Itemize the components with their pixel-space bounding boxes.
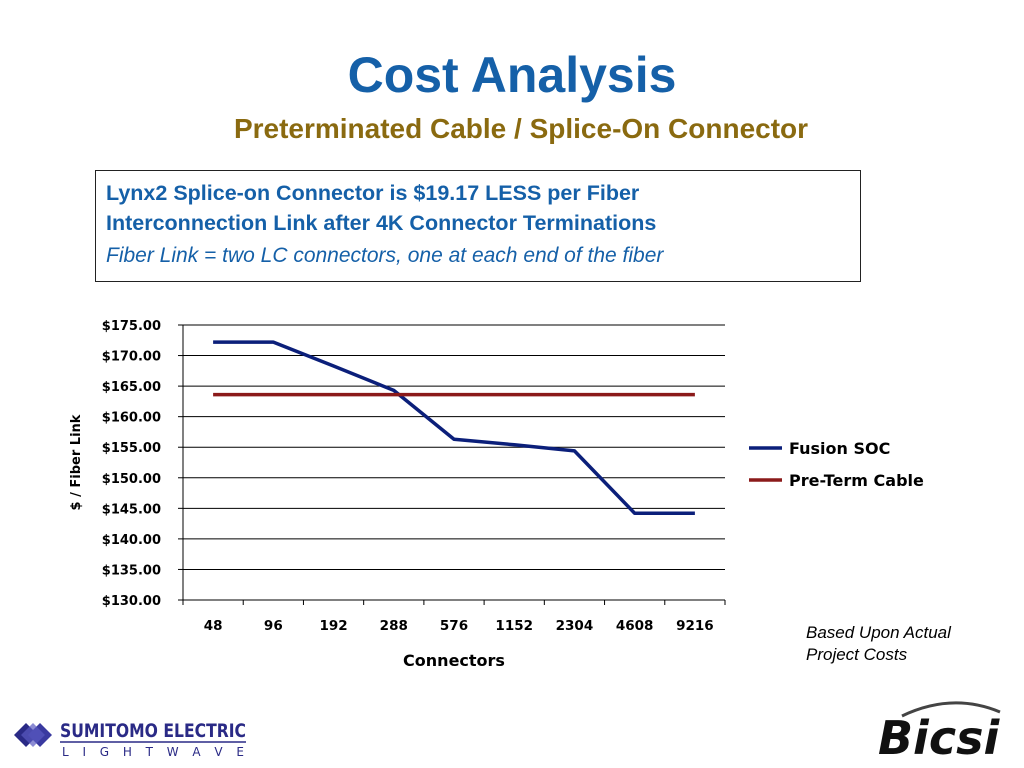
x-axis-title: Connectors [403, 651, 505, 670]
sumitomo-logo-text: SUMITOMO ELECTRIC [60, 720, 246, 742]
cost-line-chart: $130.00 $135.00 $140.00 $145.00 $150.00 $155.… [69, 319, 924, 670]
bicsi-logo: Bicsi [878, 701, 1001, 762]
x-tick-label: 576 [440, 618, 468, 634]
legend-label: Fusion SOC [789, 439, 890, 458]
fusion-soc-series-line [213, 340, 695, 515]
y-tick-label: $155.00 [102, 441, 161, 456]
page-subtitle: Preterminated Cable / Splice-On Connecto… [233, 113, 809, 144]
bicsi-logo-text: Bicsi [878, 711, 1000, 762]
y-tick-label: $150.00 [102, 472, 161, 487]
legend-label: Pre-Term Cable [789, 471, 924, 490]
y-tick-label: $160.00 [102, 411, 161, 426]
y-tick-label: $135.00 [102, 563, 161, 578]
y-tick-label: $130.00 [102, 594, 161, 609]
sumitomo-electric-logo: SUMITOMO ELECTRIC L I G H T W A V E [14, 720, 246, 759]
x-tick-label: 1152 [495, 618, 533, 634]
lightwave-logo-text: L I G H T W A V E [62, 745, 244, 759]
footnote-line2: Project Costs [806, 645, 908, 664]
callout-note: Fiber Link = two LC connectors, one at e… [106, 244, 664, 267]
x-tick-label: 9216 [676, 618, 714, 634]
callout-box: Lynx2 Splice-on Connector is $19.17 LESS… [95, 170, 861, 282]
sumitomo-diamond-icon [14, 723, 52, 747]
y-tick-label: $140.00 [102, 533, 161, 548]
callout-headline-line1: Lynx2 Splice-on Connector is $19.17 LESS… [106, 181, 640, 205]
x-tick-label: 96 [264, 618, 283, 634]
y-tick-label: $175.00 [102, 319, 161, 334]
x-tick-label: 4608 [616, 618, 654, 634]
x-tick-label: 48 [204, 618, 223, 634]
page-title: Cost Analysis [347, 47, 677, 103]
bicsi-swoosh-icon [901, 701, 1001, 718]
x-tick-label: 288 [380, 618, 408, 634]
x-tick-label: 2304 [556, 618, 594, 634]
footnote: Based Upon Actual Project Costs [806, 622, 1006, 666]
callout-headline-line2: Interconnection Link after 4K Connector … [106, 211, 657, 235]
y-tick-label: $165.00 [102, 380, 161, 395]
y-axis-title: $ / Fiber Link [69, 414, 84, 510]
y-tick-label: $170.00 [102, 350, 161, 365]
y-tick-label: $145.00 [102, 502, 161, 517]
footnote-line1: Based Upon Actual [806, 623, 951, 642]
x-tick-label: 192 [319, 618, 347, 634]
